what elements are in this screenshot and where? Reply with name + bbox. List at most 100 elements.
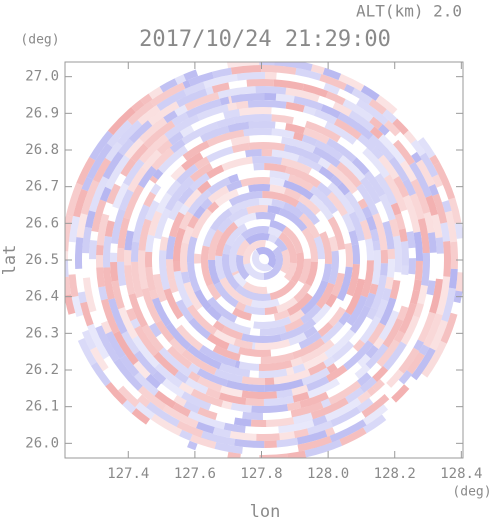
echo-cell: [217, 217, 234, 234]
echo-cell: [273, 79, 305, 91]
echo-cell: [100, 320, 112, 335]
echo-cell: [370, 228, 380, 242]
echo-cell: [423, 211, 435, 234]
echo-cell: [230, 402, 252, 413]
echo-cell: [266, 417, 295, 427]
echo-cell: [435, 276, 451, 316]
chart-title: 2017/10/24 21:29:00: [139, 27, 391, 52]
echo-cell: [225, 223, 248, 247]
echo-cell: [159, 78, 178, 93]
echo-cell: [183, 281, 203, 311]
echo-cell: [328, 380, 362, 405]
echo-cell: [105, 154, 130, 190]
echo-cell: [285, 87, 320, 103]
echo-cell: [226, 343, 241, 354]
echo-cell: [120, 158, 137, 177]
echo-cell: [285, 101, 305, 113]
echo-cell: [386, 258, 395, 278]
echo-cell: [106, 120, 133, 148]
echo-cell: [411, 151, 422, 164]
echo-cell: [135, 401, 155, 420]
echo-cell: [105, 331, 126, 359]
echo-cell: [382, 341, 407, 371]
echo-cell: [183, 188, 202, 209]
echo-cell: [152, 168, 164, 180]
echo-cell: [151, 297, 172, 327]
echo-cell: [207, 296, 238, 323]
echo-cell: [312, 415, 328, 427]
echo-cell: [253, 316, 292, 329]
echo-cell: [393, 330, 405, 343]
echo-cell: [90, 346, 109, 372]
echo-cell: [310, 64, 325, 75]
echo-cell: [284, 318, 304, 333]
echo-cell: [130, 318, 141, 329]
echo-cell: [380, 263, 388, 276]
echo-cell: [206, 305, 222, 322]
y-tick-label: 26.6: [25, 215, 59, 231]
echo-cell: [325, 91, 346, 106]
echo-cell: [213, 329, 236, 346]
echo-cell: [269, 170, 291, 181]
echo-cell: [232, 272, 247, 288]
echo-cell: [327, 182, 355, 215]
echo-cell: [141, 287, 162, 324]
echo-cell: [240, 177, 271, 187]
y-unit: (deg): [20, 33, 59, 48]
echo-cell: [344, 242, 353, 268]
echo-cell: [455, 272, 463, 292]
echo-cell: [127, 101, 155, 126]
echo-cell: [400, 241, 409, 266]
echo-cell: [134, 325, 159, 357]
echo-cell: [338, 154, 366, 182]
echo-cell: [309, 194, 334, 221]
echo-cell: [151, 147, 175, 171]
echo-cell: [423, 313, 443, 348]
radar-echo: [65, 62, 463, 458]
echo-cell: [152, 273, 167, 303]
echo-cell: [413, 231, 423, 261]
echo-cell: [241, 376, 266, 385]
echo-cell: [383, 174, 408, 212]
echo-cell: [300, 279, 329, 315]
echo-cell: [137, 105, 161, 126]
echo-cell: [138, 250, 149, 290]
echo-cell: [228, 191, 263, 207]
echo-cell: [369, 126, 384, 140]
echo-cell: [263, 246, 283, 280]
echo-cell: [96, 267, 106, 288]
echo-cell: [68, 215, 80, 243]
echo-cell: [73, 188, 88, 218]
echo-cell: [243, 304, 265, 315]
echo-cell: [206, 146, 234, 163]
echo-cell: [336, 162, 362, 188]
echo-cell: [132, 204, 150, 243]
echo-cell: [343, 340, 374, 371]
echo-cell: [196, 104, 229, 121]
echo-cell: [356, 183, 379, 216]
echo-cell: [187, 189, 212, 216]
echo-cell: [388, 156, 409, 182]
echo-cell: [418, 344, 430, 356]
echo-cell: [367, 322, 386, 345]
echo-cell: [106, 183, 121, 205]
echo-cell: [396, 305, 409, 321]
echo-cell: [240, 226, 270, 240]
echo-cell: [379, 297, 397, 326]
echo-cell: [227, 451, 241, 458]
echo-cell: [110, 261, 119, 282]
echo-cell: [400, 315, 420, 345]
echo-cell: [147, 101, 180, 126]
y-tick-label: 26.7: [25, 179, 59, 195]
echo-cell: [95, 325, 120, 363]
echo-cell: [236, 72, 266, 81]
echo-cell: [222, 243, 232, 255]
echo-cell: [238, 107, 272, 116]
echo-cell: [369, 116, 383, 130]
echo-cell: [441, 287, 456, 322]
y-tick-label: 26.8: [25, 142, 59, 158]
echo-cell: [295, 201, 320, 226]
echo-cell: [154, 390, 177, 409]
echo-cell: [352, 339, 366, 352]
echo-cell: [306, 375, 330, 392]
